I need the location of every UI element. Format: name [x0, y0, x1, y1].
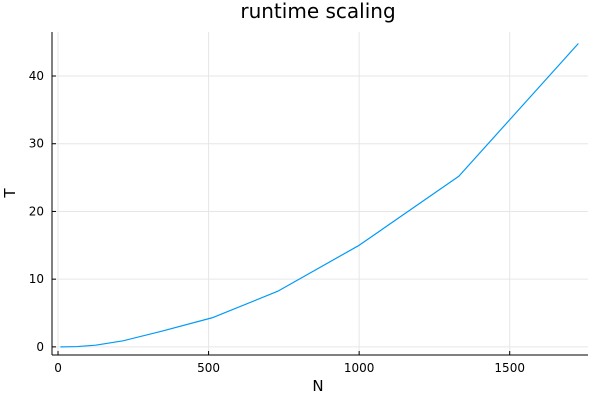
y-tick-label: 40	[29, 69, 44, 83]
x-tick-label: 0	[54, 361, 62, 375]
x-ticks: 0 500 1000 1500	[54, 351, 525, 375]
x-tick-label: 500	[197, 361, 220, 375]
y-axis-label: T	[1, 188, 19, 199]
y-tick-label: 10	[29, 272, 44, 286]
y-tick-label: 30	[29, 137, 44, 151]
y-tick-label: 0	[36, 340, 44, 354]
x-tick-label: 1500	[494, 361, 525, 375]
x-axis-label: N	[312, 377, 323, 395]
series-layer	[60, 43, 579, 348]
y-ticks: 0 10 20 30 40	[29, 69, 56, 354]
x-tick-label: 1000	[344, 361, 375, 375]
chart-title: runtime scaling	[240, 0, 395, 23]
series-line	[60, 43, 579, 348]
axes	[51, 32, 588, 356]
y-tick-label: 20	[29, 204, 44, 218]
grid	[52, 32, 588, 355]
